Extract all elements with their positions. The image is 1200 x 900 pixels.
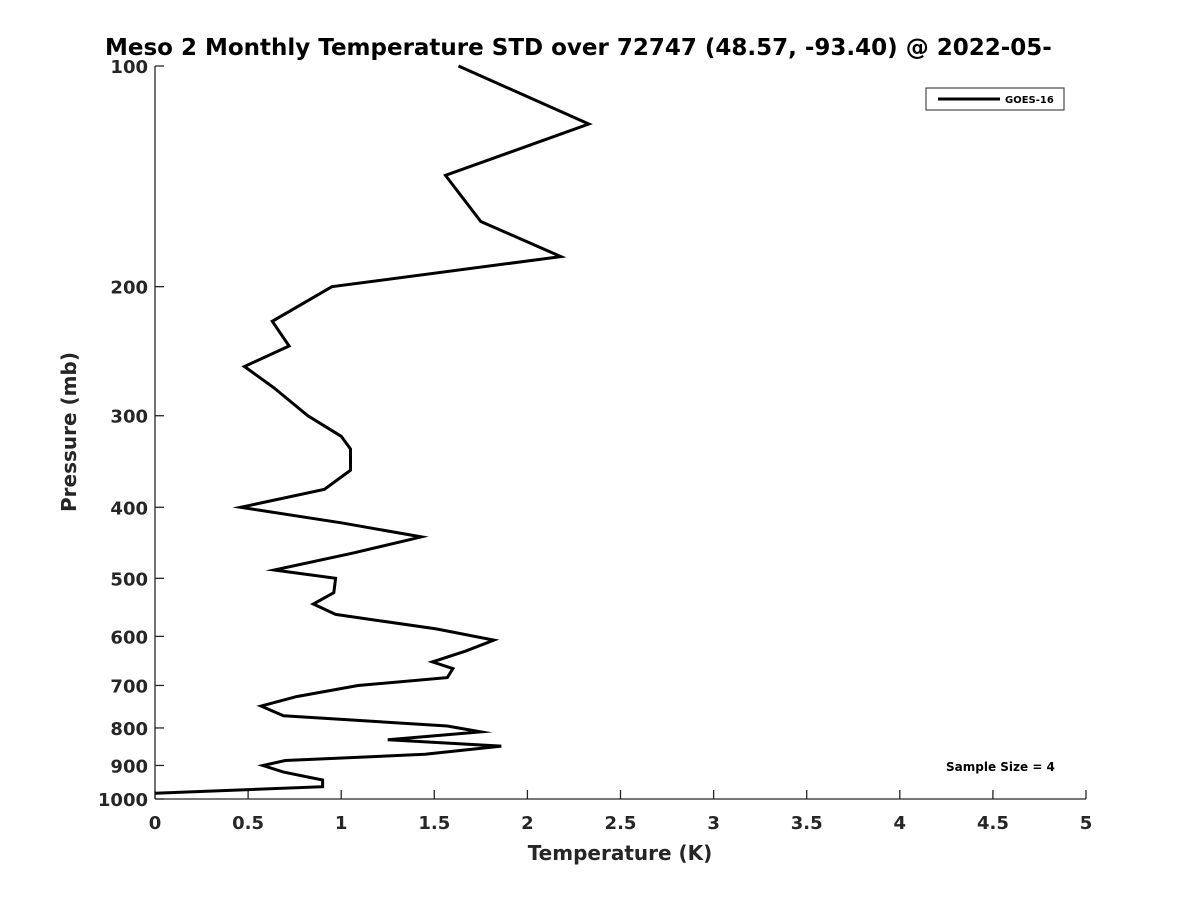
y-tick-label: 100 xyxy=(110,57,148,78)
x-tick-label: 0.5 xyxy=(232,813,264,834)
y-tick-label: 200 xyxy=(110,278,148,299)
x-tick-label: 4.5 xyxy=(977,813,1009,834)
x-tick-label: 4 xyxy=(894,813,907,834)
series-layer xyxy=(154,64,593,795)
legend-label-goes-16: GOES-16 xyxy=(1005,95,1054,106)
x-tick-label: 2.5 xyxy=(605,813,637,834)
chart-title: Meso 2 Monthly Temperature STD over 7274… xyxy=(105,35,1052,61)
y-tick-label: 300 xyxy=(110,407,148,428)
x-tick-label: 1.5 xyxy=(418,813,450,834)
y-tick-label: 500 xyxy=(110,569,148,590)
y-ticks: 100 200 300 400 500 600 700 800 900 1000 xyxy=(98,57,164,811)
x-tick-label: 1 xyxy=(335,813,348,834)
y-tick-label: 800 xyxy=(110,719,148,740)
y-tick-label: 400 xyxy=(110,498,148,519)
x-axis-label: Temperature (K) xyxy=(528,841,713,865)
series-line-goes-16 xyxy=(154,64,593,795)
x-tick-label: 5 xyxy=(1080,813,1093,834)
y-axis-label: Pressure (mb) xyxy=(57,352,81,512)
legend: GOES-16 xyxy=(925,87,1065,111)
x-tick-label: 3 xyxy=(707,813,720,834)
x-tick-label: 2 xyxy=(521,813,534,834)
sample-size-annotation: Sample Size = 4 xyxy=(946,760,1055,774)
y-tick-label: 600 xyxy=(110,627,148,648)
x-tick-label: 3.5 xyxy=(791,813,823,834)
y-tick-label: 1000 xyxy=(98,790,148,811)
x-ticks: 0 0.5 1 1.5 2 2.5 3 3.5 4 4.5 5 xyxy=(149,790,1093,834)
x-tick-label: 0 xyxy=(149,813,162,834)
y-tick-label: 900 xyxy=(110,756,148,777)
y-tick-label: 700 xyxy=(110,676,148,697)
axes xyxy=(154,66,1086,800)
